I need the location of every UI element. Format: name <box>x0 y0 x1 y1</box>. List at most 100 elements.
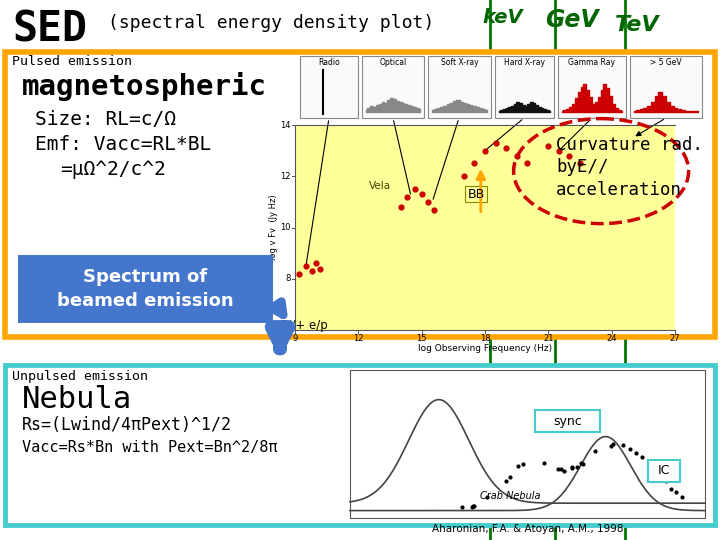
Point <box>500 477 511 485</box>
Text: > 5 GeV: > 5 GeV <box>650 58 682 67</box>
Bar <box>428 56 491 118</box>
Point <box>466 502 477 511</box>
Point <box>575 159 586 168</box>
Bar <box>495 56 554 118</box>
Point <box>660 476 672 484</box>
Point <box>539 459 550 468</box>
Point <box>624 444 636 453</box>
Point <box>467 501 479 510</box>
Text: Crab Nebula: Crab Nebula <box>480 491 540 501</box>
Bar <box>630 56 702 118</box>
Text: 12: 12 <box>281 172 291 181</box>
Text: 14: 14 <box>281 120 291 130</box>
Text: keV: keV <box>482 8 523 27</box>
Point <box>480 146 491 155</box>
Bar <box>362 56 424 118</box>
Text: Soft X-ray: Soft X-ray <box>441 58 478 67</box>
Point <box>559 467 570 475</box>
Point <box>482 493 493 502</box>
Bar <box>535 410 600 432</box>
Text: 12: 12 <box>353 334 364 343</box>
Point <box>306 267 318 275</box>
Point <box>661 476 672 485</box>
Text: 18: 18 <box>480 334 490 343</box>
Text: E//+ e/p: E//+ e/p <box>280 319 328 332</box>
Point <box>670 487 682 496</box>
Point <box>572 462 583 471</box>
Bar <box>465 186 487 202</box>
Text: sync: sync <box>553 415 582 428</box>
Text: GeV: GeV <box>545 8 598 32</box>
Text: Optical: Optical <box>379 58 407 67</box>
Bar <box>648 460 680 482</box>
Point <box>310 259 322 268</box>
Text: Gamma Ray: Gamma Ray <box>569 58 616 67</box>
Text: 9: 9 <box>292 334 297 343</box>
Point <box>676 493 688 502</box>
Point <box>636 453 648 462</box>
Point <box>631 449 642 457</box>
Text: Curvature rad.
byE//
acceleration: Curvature rad. byE// acceleration <box>556 136 703 199</box>
Point <box>552 464 564 473</box>
Text: =μΩ^2/c^2: =μΩ^2/c^2 <box>60 160 166 179</box>
Text: Emf: Vacc=RL*BL: Emf: Vacc=RL*BL <box>35 135 211 154</box>
Point <box>401 192 413 201</box>
Point <box>513 461 524 470</box>
Point <box>665 485 677 494</box>
Point <box>553 146 564 155</box>
Bar <box>5 52 715 337</box>
Point <box>300 261 311 270</box>
Text: Radio: Radio <box>318 58 340 67</box>
Text: log Observing Frequency (Hz): log Observing Frequency (Hz) <box>418 344 552 353</box>
Point <box>490 139 501 147</box>
Text: Unpulsed emission: Unpulsed emission <box>12 370 148 383</box>
Point <box>416 190 428 199</box>
Point <box>567 463 578 472</box>
Point <box>315 264 326 273</box>
Point <box>577 460 589 468</box>
Text: 6: 6 <box>286 326 291 334</box>
Point <box>543 141 554 150</box>
Point <box>517 460 528 469</box>
Text: Nebula: Nebula <box>22 385 132 414</box>
Text: Size: RL=c/Ω: Size: RL=c/Ω <box>35 110 176 129</box>
Point <box>469 159 480 168</box>
Point <box>566 463 577 471</box>
Text: BB: BB <box>467 187 485 200</box>
Bar <box>18 255 273 323</box>
Point <box>428 205 440 214</box>
Point <box>555 464 567 473</box>
Text: 21: 21 <box>543 334 554 343</box>
Bar <box>5 365 715 525</box>
Point <box>605 442 616 450</box>
Point <box>608 440 619 448</box>
Text: TeV: TeV <box>615 15 660 35</box>
Text: 24: 24 <box>606 334 617 343</box>
Bar <box>295 125 675 330</box>
Point <box>500 144 512 152</box>
Point <box>395 202 406 211</box>
Point <box>410 185 421 193</box>
Text: 10: 10 <box>281 223 291 232</box>
Text: SED: SED <box>12 8 87 50</box>
Point <box>504 472 516 481</box>
Text: 8: 8 <box>286 274 291 284</box>
Point <box>468 502 480 510</box>
Text: Vela: Vela <box>369 181 391 191</box>
Point <box>521 159 533 168</box>
Text: Spectrum of
beamed emission: Spectrum of beamed emission <box>57 268 234 310</box>
Point <box>422 198 433 206</box>
Text: log v Fv  (Jy Hz): log v Fv (Jy Hz) <box>269 195 277 260</box>
Text: Hard X-ray: Hard X-ray <box>504 58 545 67</box>
Bar <box>558 56 626 118</box>
Point <box>575 458 587 467</box>
Point <box>294 269 305 278</box>
Bar <box>300 56 358 118</box>
Text: 15: 15 <box>416 334 427 343</box>
Point <box>511 151 523 160</box>
Point <box>458 172 469 180</box>
Bar <box>350 370 705 518</box>
Point <box>564 151 575 160</box>
Point <box>589 447 600 455</box>
Text: magnetospheric: magnetospheric <box>22 72 267 101</box>
